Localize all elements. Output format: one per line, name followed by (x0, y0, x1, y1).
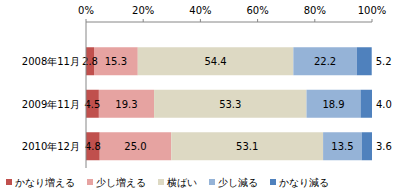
tick-label: 0% (78, 5, 94, 16)
legend-label: 少し増える (96, 177, 146, 188)
data-label: 54.4 (204, 56, 226, 67)
data-label: 15.3 (105, 56, 127, 67)
data-label: 2.8 (82, 56, 98, 67)
legend-label: 少し減る (218, 177, 258, 188)
bar-segment (307, 90, 361, 118)
bars (86, 47, 372, 160)
data-label: 25.0 (124, 141, 146, 152)
data-label: 53.1 (236, 141, 258, 152)
data-label: 18.9 (322, 99, 344, 110)
tick-label: 40% (189, 5, 211, 16)
data-label: 53.3 (219, 99, 241, 110)
data-label: 4.0 (376, 99, 392, 110)
tick-label: 80% (304, 5, 326, 16)
legend-label: かなり減る (279, 177, 329, 188)
chart: 0% 20% 40% 60% 80% 100% 2.8 15.3 54.4 22.2 5.2 4.5 1… (0, 0, 400, 196)
axis-line (86, 22, 87, 168)
bar-segment (357, 47, 372, 75)
data-label: 4.8 (85, 141, 101, 152)
bar-segment (361, 90, 372, 118)
legend-swatch (87, 179, 93, 185)
category-label: 2010年12月 (22, 141, 80, 152)
tick-label: 60% (246, 5, 268, 16)
bar-segment (94, 47, 138, 75)
data-label: 19.3 (115, 99, 137, 110)
legend-label: かなり増える (15, 177, 75, 188)
tick-label: 100% (358, 5, 387, 16)
tick-label: 20% (132, 5, 154, 16)
category-label: 2009年11月 (22, 99, 80, 110)
legend: かなり増える 少し増える 横ばい 少し減る かなり減る (6, 177, 329, 188)
bar-segment (171, 132, 323, 160)
bar-segment (99, 90, 154, 118)
category-label: 2008年11月 (22, 56, 80, 67)
bar-segment (138, 47, 294, 75)
data-label: 13.5 (331, 141, 353, 152)
bar-segment (100, 132, 172, 160)
legend-swatch (6, 179, 12, 185)
bar-segment (293, 47, 356, 75)
data-label: 22.2 (314, 56, 336, 67)
axis-line (86, 22, 372, 23)
bar-segment (323, 132, 362, 160)
legend-swatch (158, 179, 164, 185)
legend-label: 横ばい (167, 177, 197, 188)
legend-swatch (270, 179, 276, 185)
data-labels: 2.8 15.3 54.4 22.2 5.2 4.5 19.3 53.3 18.9 4.0 4.8 2… (82, 56, 392, 152)
legend-swatch (209, 179, 215, 185)
data-label: 5.2 (376, 56, 392, 67)
data-label: 3.6 (376, 141, 392, 152)
data-label: 4.5 (84, 99, 100, 110)
bar-segment (362, 132, 372, 160)
bar-segment (154, 90, 306, 118)
